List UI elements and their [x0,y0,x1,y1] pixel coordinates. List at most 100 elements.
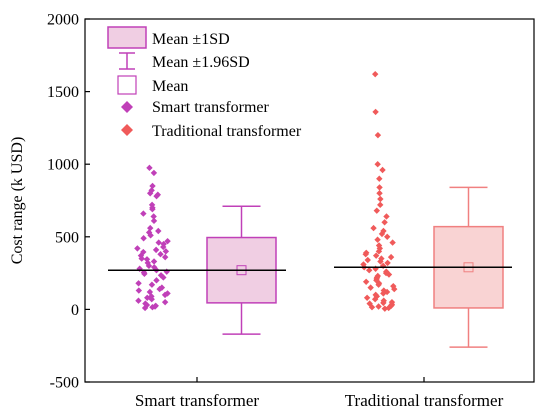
data-point [375,281,382,288]
data-point [362,278,370,286]
data-point [380,299,387,307]
data-point [376,184,383,191]
data-point [160,243,167,251]
data-point [161,253,169,261]
data-point [381,305,389,312]
data-point [160,274,167,281]
data-point [141,304,149,312]
data-point [374,131,382,139]
data-point [378,230,386,238]
data-point [149,206,156,213]
data-point [374,161,381,168]
data-point [148,296,155,303]
data-point [147,224,154,232]
data-point [375,303,382,310]
data-point [380,227,387,235]
data-point [162,248,170,255]
data-point [381,219,388,226]
data-point [384,259,391,267]
data-point [153,192,160,200]
data-point [377,258,384,265]
data-point [146,164,153,172]
data-point [149,304,156,311]
data-point [138,255,145,262]
y-tick-label: 1500 [47,84,79,101]
y-tick-label: 0 [71,302,79,319]
data-point [362,251,369,258]
legend-label: Mean ±1SD [152,31,230,48]
plot-layer [108,70,512,348]
data-point [376,175,383,182]
category-label: Traditional transformer [345,391,504,410]
data-point [149,182,156,190]
legend-traditional-swatch [121,124,133,136]
data-point [371,296,379,303]
data-point [384,233,391,240]
data-point [385,271,393,278]
y-tick-label: -500 [50,375,79,392]
data-point [363,294,371,301]
data-point [148,281,156,288]
data-point [161,298,169,306]
data-point [146,190,154,197]
data-point [374,236,381,243]
data-point [160,240,167,248]
data-point [367,284,374,291]
data-point [383,213,390,220]
data-point [148,187,155,194]
data-point [140,235,147,242]
data-point [373,207,380,214]
legend-label: Traditional transformer [152,123,302,140]
data-point [136,265,143,272]
category-label: Smart transformer [135,391,259,410]
data-point [364,256,371,264]
data-point [151,303,159,310]
data-point [152,246,160,254]
data-point [365,266,373,274]
data-point [372,70,379,78]
data-point [135,287,143,294]
data-point [155,239,162,246]
data-point [134,245,141,252]
data-point [135,297,142,304]
data-point [372,108,379,116]
data-point [145,229,153,236]
axes-layer: Smart transformer Traditional transformer… [9,12,535,410]
y-tick-label: 1000 [47,157,79,174]
data-point [157,251,164,258]
data-point [377,201,384,209]
data-point [161,291,169,299]
data-point [153,277,160,284]
data-point [156,285,163,293]
legend-label: Mean [152,78,188,95]
data-point [389,239,396,246]
plot-frame [84,18,535,383]
legend-label: Mean ±1.96SD [152,54,250,71]
data-point [150,213,157,220]
data-point [145,262,153,270]
data-point [150,217,158,225]
legend-box-swatch [107,26,147,49]
data-point [147,232,154,239]
data-point [377,195,384,203]
data-point [387,253,395,261]
y-axis-title: Cost range (k USD) [9,137,26,265]
data-point [391,285,398,293]
data-point [164,237,171,245]
y-tick-label: 2000 [47,12,79,29]
data-point [150,258,158,265]
legend-label: Smart transformer [152,99,270,116]
legend-smart-swatch [121,101,133,113]
data-point [140,210,147,217]
data-point [379,166,386,174]
data-point [372,252,380,259]
y-tick-label: 500 [55,229,79,246]
data-point [372,265,379,272]
data-point [150,169,158,177]
data-point [141,270,148,278]
legend: Mean ±1SD Mean ±1.96SD Mean Smart transform… [107,26,302,140]
data-point [375,248,383,255]
data-point [376,190,383,197]
data-point [368,304,376,311]
